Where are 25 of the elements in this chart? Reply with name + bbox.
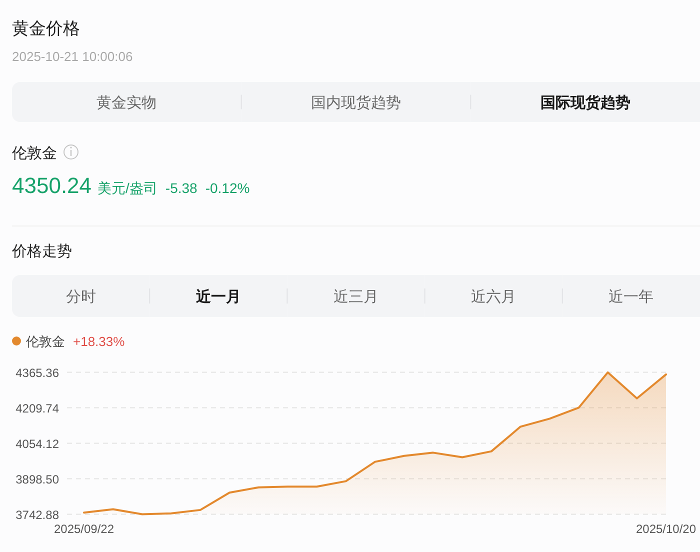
y-tick-label: 4209.74	[16, 401, 60, 416]
x-tick-label: 2025/10/20	[636, 522, 696, 536]
y-tick-label: 4054.12	[16, 436, 60, 451]
tab: 黄金实物	[12, 82, 242, 122]
tab: 近三月	[287, 275, 425, 317]
chart-title: 价格走势	[11, 243, 72, 260]
tab: 近一年	[562, 275, 700, 317]
text: 4350.24	[12, 173, 92, 198]
y-tick-label: 3742.88	[16, 508, 60, 522]
tab: 国际现货趋势	[470, 82, 700, 122]
text: 2025-10-21 10:00:06	[12, 49, 133, 64]
text: -0.12%	[205, 180, 250, 196]
tab: 国内现货趋势	[241, 82, 471, 122]
y-tick-label: 3898.50	[16, 472, 60, 486]
x-tick-label: 2025/09/22	[54, 522, 114, 536]
text: +18.33%	[73, 334, 126, 349]
text: 黄金价格	[12, 19, 80, 38]
legend-label: 伦敦金	[26, 334, 65, 349]
tab: 分时	[12, 275, 150, 317]
tab: 近六月	[424, 275, 562, 317]
y-tick-label: 4365.36	[16, 366, 60, 380]
text: 伦敦金	[12, 145, 57, 162]
text: -5.38	[165, 180, 198, 196]
tab: 近一月	[150, 275, 288, 317]
text: 美元/盎司	[98, 180, 158, 196]
